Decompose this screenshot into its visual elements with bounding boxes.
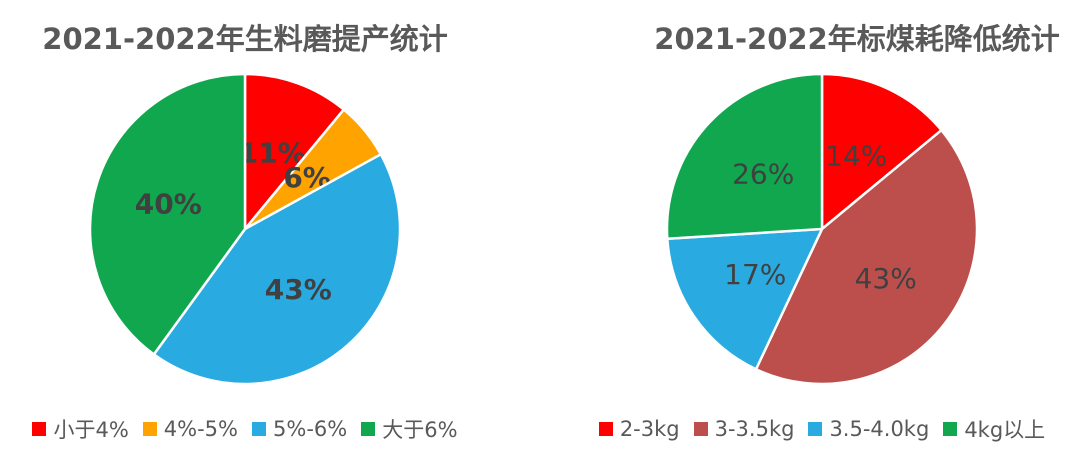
pie-slice-2-3kg [820, 72, 943, 231]
legend-item: 4%-5% [142, 417, 238, 441]
pie-chart-raw-mill: 11%6%43%40% [88, 72, 402, 386]
legend-swatch-icon [252, 422, 266, 436]
legend-swatch-icon [32, 422, 47, 436]
slice-value-label: 11% [239, 137, 306, 170]
legend-item: 大于6% [361, 414, 458, 444]
pie-slice-3-3.5kg [754, 128, 979, 386]
pie-slice-5%-6% [152, 153, 402, 386]
slice-value-label: 43% [265, 273, 332, 306]
legend-item: 4kg以上 [943, 414, 1045, 444]
chart-title-coal-consumption: 2021-2022年标煤耗降低统计 [654, 22, 1060, 56]
pie-slice-3.5-4.0kg [666, 227, 824, 371]
legend-swatch-icon [943, 422, 958, 436]
legend-swatch-icon [808, 422, 823, 436]
pie-coal-consumption: 14% 43% 17% 26% [657, 64, 987, 398]
legend-swatch-icon [598, 422, 613, 436]
pie-raw-mill: 11% 6% 43% 40% [80, 64, 410, 398]
slice-value-label: 17% [724, 258, 786, 291]
slice-value-label: 26% [732, 157, 794, 190]
legend-raw-mill: 小于4% 4%-5% 5%-6% 大于6% [32, 414, 458, 444]
legend-swatch-icon [142, 422, 157, 436]
slice-value-label: 43% [855, 262, 917, 295]
legend-item: 3-3.5kg [693, 417, 795, 441]
chart-panel-coal-consumption: 2021-2022年标煤耗降低统计 14% 43% 17% 26% 2-3kg 3-3… [552, 0, 1080, 456]
chart-title-raw-mill: 2021-2022年生料磨提产统计 [42, 22, 448, 56]
pie-slice-小于4% [243, 72, 346, 231]
legend-label: 大于6% [382, 418, 458, 442]
legend-item: 小于4% [32, 414, 129, 444]
legend-coal-consumption: 2-3kg 3-3.5kg 3.5-4.0kg 4kg以上 [598, 414, 1045, 444]
legend-swatch-icon [693, 422, 708, 436]
legend-item: 2-3kg [598, 417, 680, 441]
legend-label: 2-3kg [619, 417, 680, 441]
legend-item: 3.5-4.0kg [808, 417, 929, 441]
slice-value-label: 40% [135, 188, 202, 221]
pie-chart-coal-consumption: 14% 43% 17% 26% [665, 72, 979, 386]
slice-value-label: 14% [825, 140, 887, 173]
legend-label: 5%-6% [273, 417, 348, 441]
legend-item: 5%-6% [252, 417, 347, 441]
legend-label: 4kg以上 [964, 418, 1046, 442]
pie-slice-大于6% [88, 72, 247, 356]
legend-label: 小于4% [53, 418, 129, 442]
legend-label: 3.5-4.0kg [829, 417, 930, 441]
legend-label: 4%-5% [163, 417, 238, 441]
chart-panel-raw-mill: 2021-2022年生料磨提产统计 11% 6% 43% 40% 小于4% 4%-5%… [0, 0, 515, 456]
legend-swatch-icon [361, 422, 376, 436]
pie-slice-4kg以上 [665, 72, 824, 240]
legend-label: 3-3.5kg [714, 417, 795, 441]
